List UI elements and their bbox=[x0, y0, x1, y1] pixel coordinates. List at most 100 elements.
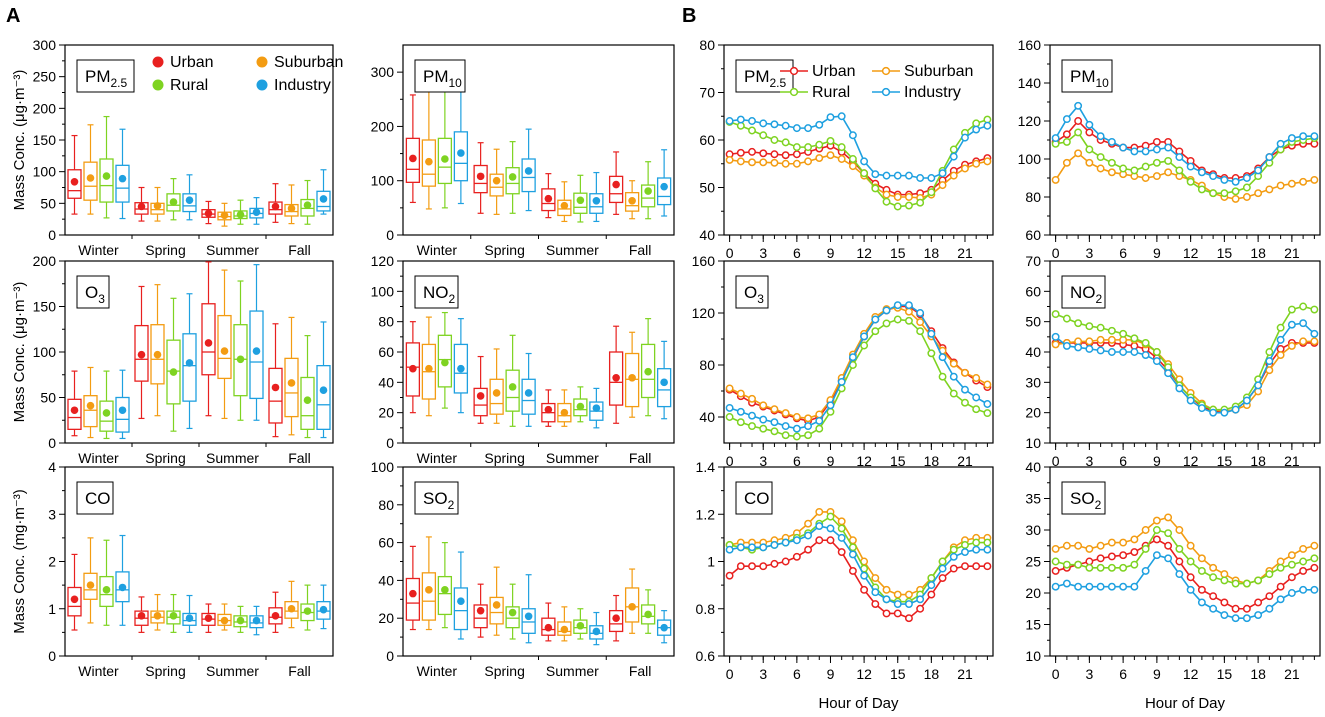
x-tick-label: 0 bbox=[1052, 666, 1060, 682]
y-tick-label: 200 bbox=[33, 253, 57, 269]
panel-title-main: PM bbox=[85, 67, 111, 86]
series-point bbox=[1096, 132, 1105, 141]
series-point bbox=[1276, 351, 1285, 359]
box-iqr bbox=[624, 352, 640, 408]
series-point bbox=[725, 117, 734, 125]
box-iqr bbox=[268, 367, 283, 424]
series-point bbox=[1287, 341, 1296, 350]
x-tick-label: 21 bbox=[957, 245, 973, 261]
legend-marker bbox=[256, 79, 268, 91]
y-tick-label: 80 bbox=[378, 497, 394, 513]
panel-title-text: SO2 bbox=[1070, 489, 1102, 512]
box-mean-dot bbox=[70, 406, 79, 415]
box-mean-dot bbox=[169, 198, 178, 206]
box-mean-dot bbox=[524, 389, 533, 397]
series-point bbox=[1107, 563, 1116, 572]
series-point bbox=[1141, 174, 1150, 182]
x-tick-label: 6 bbox=[793, 453, 801, 469]
series-point bbox=[770, 120, 779, 129]
box-mean-dot bbox=[560, 625, 569, 634]
series-point bbox=[1254, 611, 1263, 619]
box-mean-dot bbox=[287, 604, 296, 613]
series-point bbox=[1276, 139, 1285, 148]
series-point bbox=[972, 538, 981, 547]
x-category-label: Winter bbox=[78, 663, 119, 679]
series-point bbox=[781, 138, 790, 147]
box-mean-dot bbox=[544, 623, 553, 632]
y-tick-label: 1 bbox=[48, 601, 56, 617]
series-point bbox=[1231, 405, 1240, 414]
chart-panel-o3: 0 50 100 150 200 Winter Spring Summer Fall O3 Mass… bbox=[11, 253, 334, 466]
box-iqr bbox=[300, 376, 315, 431]
box-mean-dot bbox=[576, 402, 585, 411]
y-tick-label: 0 bbox=[386, 227, 394, 243]
box-mean-dot bbox=[303, 607, 312, 615]
series-point bbox=[1197, 585, 1206, 594]
series-point bbox=[904, 316, 913, 325]
box-mean-dot bbox=[271, 383, 280, 392]
box-mean-dot bbox=[319, 195, 328, 203]
y-tick-label: 35 bbox=[1025, 491, 1041, 507]
box-iqr bbox=[505, 606, 520, 629]
series-point bbox=[893, 171, 902, 180]
panel-title-text: PM10 bbox=[423, 67, 462, 90]
series-point bbox=[1074, 128, 1083, 137]
series-point bbox=[837, 548, 846, 556]
series-point bbox=[961, 368, 969, 377]
series-point bbox=[1130, 560, 1139, 569]
series-point bbox=[804, 422, 813, 431]
box-iqr bbox=[656, 177, 672, 206]
series-point bbox=[871, 574, 880, 582]
panel-title-box bbox=[735, 275, 769, 309]
x-tick-label: 15 bbox=[1217, 245, 1233, 261]
box-mean-dot bbox=[441, 358, 449, 367]
box-mean-dot bbox=[153, 350, 162, 359]
series-line-rural bbox=[729, 515, 988, 603]
box-iqr bbox=[557, 402, 572, 423]
y-tick-label: 15 bbox=[1025, 617, 1041, 633]
series-point bbox=[904, 590, 913, 599]
series-point bbox=[961, 541, 969, 549]
panel-title-label: CO bbox=[76, 481, 114, 515]
y-tick-label: 200 bbox=[33, 100, 57, 116]
box-iqr bbox=[268, 201, 283, 215]
panel-title-label: O3 bbox=[735, 275, 769, 309]
series-point bbox=[1119, 538, 1128, 547]
series-point bbox=[1209, 604, 1218, 613]
series-point bbox=[781, 121, 790, 130]
series-line-industry bbox=[1055, 322, 1315, 414]
box-mean-dot bbox=[220, 211, 229, 220]
y-tick-label: 150 bbox=[33, 299, 57, 315]
panel-title-main: PM bbox=[1070, 67, 1096, 86]
chart-panel-co: 0 1 2 3 4 Winter Spring Summer Fall CO Mass Conc. … bbox=[11, 459, 334, 679]
series-point bbox=[1164, 554, 1173, 563]
series-point bbox=[804, 124, 813, 133]
series-line-urban bbox=[1055, 342, 1315, 412]
series-point bbox=[1074, 582, 1083, 591]
series-point bbox=[1051, 310, 1060, 319]
x-tick-label: 0 bbox=[726, 245, 734, 261]
box-iqr bbox=[166, 339, 181, 405]
y-tick-label: 10 bbox=[1025, 435, 1041, 451]
box-iqr bbox=[589, 625, 604, 640]
series-point bbox=[1085, 120, 1094, 129]
series-point bbox=[927, 590, 936, 599]
box-iqr bbox=[217, 613, 232, 626]
series-point bbox=[1152, 516, 1161, 525]
series-point bbox=[815, 140, 824, 149]
series-point bbox=[837, 155, 846, 163]
series-point bbox=[860, 571, 869, 580]
box-mean-dot bbox=[524, 167, 533, 175]
series-point bbox=[1287, 560, 1296, 569]
series-point bbox=[1085, 557, 1094, 566]
x-tick-label: 18 bbox=[924, 453, 940, 469]
series-line-industry bbox=[729, 115, 988, 179]
box-mean-dot bbox=[457, 149, 465, 157]
box-iqr bbox=[405, 342, 421, 397]
series-point bbox=[860, 341, 869, 350]
panel-letter-a: A bbox=[6, 5, 20, 27]
box-mean-dot bbox=[457, 364, 465, 373]
series-point bbox=[1310, 563, 1319, 572]
box-iqr bbox=[83, 572, 98, 600]
series-point bbox=[815, 154, 824, 163]
